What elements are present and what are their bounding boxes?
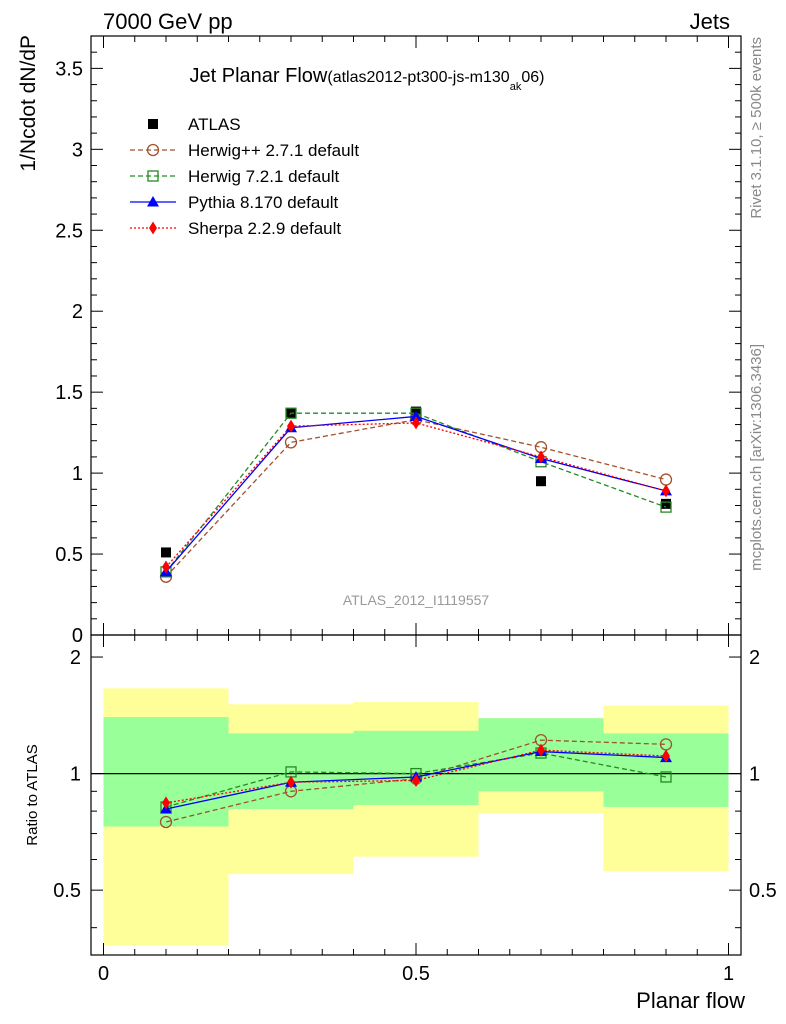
- rivet-label: Rivet 3.1.10, ≥ 500k events: [748, 37, 765, 219]
- ratio-series-point: [662, 749, 670, 763]
- y-tick-label: 1.5: [55, 382, 83, 404]
- main-series-point: [659, 473, 673, 486]
- legend-label: Sherpa 2.2.9 default: [188, 219, 341, 238]
- ratio-series-point: [660, 771, 672, 783]
- y-tick-label: 3.5: [55, 58, 83, 80]
- band-green-bin: [353, 730, 479, 805]
- legend-label: ATLAS: [188, 115, 241, 134]
- main-series-line: [165, 422, 667, 568]
- y-tick-label: 2.5: [55, 220, 83, 242]
- chart-title-end: 06): [521, 69, 544, 86]
- ratio-y-tick-label: 2: [70, 647, 81, 669]
- main-series-point: [285, 407, 297, 419]
- ratio-series-line: [165, 739, 667, 823]
- main-series-point: [660, 501, 672, 513]
- x-axis-label: Planar flow: [636, 988, 745, 1013]
- chart-title: Jet Planar Flow(atlas2012-pt300-js-m130a…: [190, 65, 545, 93]
- legend-marker: [149, 221, 157, 235]
- main-series-point: [661, 498, 671, 509]
- main-panel-series: [159, 406, 673, 583]
- main-series-point: [162, 560, 170, 574]
- main-series-line: [165, 415, 667, 573]
- main-series-point: [284, 436, 298, 449]
- legend-label: Herwig++ 2.7.1 default: [188, 141, 359, 160]
- ratio-series-line: [165, 749, 667, 804]
- ratio-series-point: [287, 775, 295, 789]
- main-series-point: [537, 450, 545, 464]
- chart-title-subscript: ak: [510, 81, 522, 93]
- ratio-y-tick-label: 0.5: [53, 880, 81, 902]
- ratio-series-point: [162, 796, 170, 810]
- ratio-uncertainty-bands: [91, 688, 741, 946]
- ratio-series-point: [412, 773, 420, 787]
- y-tick-label: 3: [72, 139, 83, 161]
- main-series-point: [662, 484, 670, 498]
- band-green-bin: [603, 733, 729, 807]
- x-tick-label: 0.5: [402, 963, 430, 985]
- y-tick-label: 1: [72, 463, 83, 485]
- main-series-point: [412, 416, 420, 430]
- ratio-y-tick-label-right: 2: [749, 647, 760, 669]
- main-series-line: [165, 412, 667, 573]
- y-tick-label: 0: [72, 625, 83, 647]
- main-series-point: [161, 547, 171, 558]
- ratio-series-point: [537, 743, 545, 757]
- legend: ATLAS Herwig++ 2.7.1 default Herwig 7.2.1 …: [130, 115, 359, 238]
- main-series-point: [536, 476, 546, 487]
- legend-marker: [148, 119, 158, 129]
- x-tick-label: 1: [723, 963, 734, 985]
- y-axis-label: 1/Ncdot dN/dP: [17, 35, 40, 172]
- main-series-point: [410, 410, 422, 421]
- main-series-line: [165, 419, 667, 578]
- header-left-label: 7000 GeV pp: [103, 9, 233, 34]
- ratio-series-point: [159, 815, 173, 829]
- band-green-bin: [228, 733, 354, 810]
- legend-label: Herwig 7.2.1 default: [188, 167, 339, 186]
- ratio-y-axis-label: Ratio to ATLAS: [24, 744, 41, 845]
- axes-frames: 0 0.5 1 1.5 2 2.5 3 3.5 0 0.5 1 0.5 0.5 1 1 2 2: [53, 35, 777, 985]
- header-right-label: Jets: [690, 9, 730, 34]
- y-tick-label: 0.5: [55, 544, 83, 566]
- ratio-panel-series: [159, 734, 673, 829]
- x-tick-label: 0: [98, 963, 109, 985]
- mcplots-label: mcplots.cern.ch [arXiv:1306.3436]: [748, 344, 765, 571]
- ratio-y-tick-label-right: 0.5: [749, 880, 777, 902]
- chart-title-main: Jet Planar Flow: [190, 65, 328, 87]
- y-tick-label: 2: [72, 301, 83, 323]
- legend-marker: [147, 196, 159, 207]
- chart-title-detail: (atlas2012-pt300-js-m130: [327, 69, 509, 86]
- ratio-y-tick-label-right: 1: [749, 764, 760, 786]
- legend-marker: [146, 143, 160, 157]
- ratio-y-tick-label: 1: [70, 764, 81, 786]
- analysis-label: ATLAS_2012_I1119557: [343, 592, 490, 608]
- legend-label: Pythia 8.170 default: [188, 193, 339, 212]
- main-series-point: [287, 419, 295, 433]
- legend-marker: [147, 170, 159, 182]
